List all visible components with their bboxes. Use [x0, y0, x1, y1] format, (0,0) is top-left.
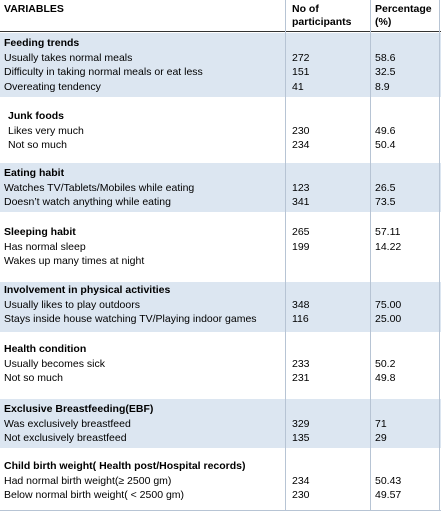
- percentage: 50.43: [375, 474, 402, 487]
- participants: 123: [292, 181, 310, 194]
- column-rule: [285, 0, 286, 510]
- row-label: Not so much: [4, 372, 63, 384]
- row-label: Usually likes to play outdoors: [4, 298, 140, 311]
- participants: 329: [292, 417, 310, 430]
- row-label: Difficulty in taking normal meals or eat…: [4, 66, 203, 78]
- header-rule: [0, 31, 441, 32]
- header-participants: No of participants: [292, 3, 352, 28]
- row-label: Overeating tendency: [4, 80, 101, 93]
- row-label: Likes very much: [8, 124, 84, 137]
- participants: 231: [292, 372, 310, 384]
- row-label: Below normal birth weight( < 2500 gm): [4, 489, 185, 501]
- column-rule: [439, 0, 440, 510]
- column-rule: [370, 0, 371, 510]
- section-title: Junk foods: [8, 110, 65, 122]
- section-title: Sleeping habit: [4, 226, 76, 238]
- participants: 341: [292, 196, 310, 208]
- row-label: Watches TV/Tablets/Mobiles while eating: [4, 181, 195, 194]
- percentage: 49.6: [375, 124, 396, 137]
- section-title: Feeding trends: [4, 37, 80, 49]
- row-label: Was exclusively breastfeed: [4, 417, 131, 430]
- percentage: 50.2: [375, 357, 396, 370]
- participants: 230: [292, 124, 310, 137]
- header-variables: VARIABLES: [4, 3, 64, 15]
- percentage: 14.22: [375, 240, 402, 253]
- row-label: Usually takes normal meals: [4, 51, 133, 64]
- participants: 135: [292, 432, 310, 444]
- bottom-rule: [0, 510, 441, 511]
- participants: 234: [292, 139, 310, 151]
- percentage: 26.5: [375, 181, 396, 194]
- percentage: 32.5: [375, 66, 396, 78]
- section-title: Child birth weight( Health post/Hospital…: [4, 460, 246, 472]
- row-label: Usually becomes sick: [4, 357, 105, 370]
- percentage: 29: [375, 432, 387, 444]
- row-label: Stays inside house watching TV/Playing i…: [4, 313, 257, 325]
- percentage: 50.4: [375, 139, 396, 151]
- percentage: 73.5: [375, 196, 396, 208]
- participants: 234: [292, 474, 310, 487]
- percentage: 25.00: [375, 313, 402, 325]
- participants: 272: [292, 51, 310, 64]
- participants: 233: [292, 357, 310, 370]
- participants: 348: [292, 298, 310, 311]
- section-band: [0, 282, 441, 332]
- percentage: 57.11: [375, 226, 401, 238]
- section-band: [0, 33, 441, 97]
- row-label: Had normal birth weight(≥ 2500 gm): [4, 474, 172, 487]
- header-percentage: Percentage (%): [375, 3, 432, 28]
- participants: 151: [292, 66, 310, 78]
- participants: 41: [292, 80, 304, 93]
- percentage: 58.6: [375, 51, 396, 64]
- row-label: Doesn’t watch anything while eating: [4, 196, 171, 208]
- row-label: Has normal sleep: [4, 240, 86, 253]
- participants: 230: [292, 489, 310, 501]
- section-title: Health condition: [4, 343, 87, 355]
- row-label: Not exclusively breastfeed: [4, 432, 127, 444]
- participants: 199: [292, 240, 310, 253]
- percentage: 49.8: [375, 372, 396, 384]
- section-title: Involvement in physical activities: [4, 284, 171, 296]
- percentage: 71: [375, 417, 387, 430]
- section-title: Eating habit: [4, 167, 65, 179]
- row-label: Wakes up many times at night: [4, 255, 145, 267]
- row-label: Not so much: [8, 139, 67, 151]
- section-title: Exclusive Breastfeeding(EBF): [4, 403, 154, 415]
- participants: 116: [292, 313, 309, 325]
- percentage: 8.9: [375, 80, 390, 93]
- percentage: 75.00: [375, 298, 402, 311]
- section-band: [0, 163, 441, 212]
- section-band: [0, 399, 441, 448]
- participants: 265: [292, 226, 310, 238]
- percentage: 49.57: [375, 489, 402, 501]
